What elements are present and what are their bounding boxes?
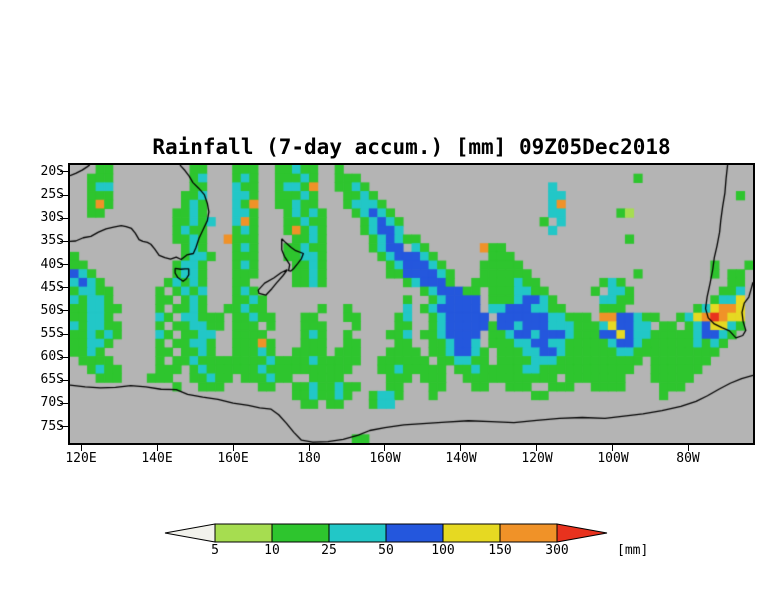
lon-tick-label: 180 <box>297 451 321 466</box>
lat-tick-mark <box>60 310 68 312</box>
colorbar-segment <box>271 523 330 543</box>
lon-tick-mark <box>308 445 310 451</box>
lat-tick-mark <box>60 333 68 335</box>
colorbar-segment <box>499 523 558 543</box>
lat-tick-label: 60S <box>40 349 64 364</box>
lon-tick-mark <box>156 445 158 451</box>
lon-tick-mark <box>232 445 234 451</box>
lon-tick-mark <box>80 445 82 451</box>
lat-tick-label: 70S <box>40 395 64 410</box>
colorbar <box>163 523 609 543</box>
colorbar-tick-label: 100 <box>431 543 455 558</box>
lon-tick-label: 140W <box>445 451 477 466</box>
colorbar-above-max-arrow <box>556 523 608 543</box>
lon-tick-label: 120E <box>65 451 97 466</box>
lat-tick-label: 40S <box>40 257 64 272</box>
lat-tick-mark <box>60 403 68 405</box>
colorbar-graphic <box>164 523 608 543</box>
lon-tick-mark <box>612 445 614 451</box>
rainfall-map-canvas <box>70 165 753 443</box>
lat-tick-label: 30S <box>40 210 64 225</box>
lat-tick-label: 20S <box>40 164 64 179</box>
lat-tick-label: 35S <box>40 233 64 248</box>
lon-tick-label: 140E <box>141 451 173 466</box>
colorbar-below-min-arrow <box>164 523 216 543</box>
colorbar-segment <box>328 523 387 543</box>
lat-tick-mark <box>60 171 68 173</box>
lat-tick-label: 65S <box>40 372 64 387</box>
colorbar-unit-label: [mm] <box>617 543 649 558</box>
colorbar-tick-label: 50 <box>378 543 394 558</box>
colorbar-tick-label: 300 <box>545 543 569 558</box>
lon-tick-label: 160W <box>369 451 401 466</box>
lat-tick-mark <box>60 240 68 242</box>
lat-tick-mark <box>60 264 68 266</box>
colorbar-tick-label: 150 <box>488 543 512 558</box>
map-plot-area <box>68 163 755 445</box>
lat-tick-label: 25S <box>40 187 64 202</box>
colorbar-segment <box>442 523 501 543</box>
lon-tick-label: 80W <box>676 451 700 466</box>
colorbar-tick-label: 5 <box>211 543 219 558</box>
lon-tick-label: 120W <box>521 451 553 466</box>
lat-tick-label: 45S <box>40 280 64 295</box>
lat-tick-mark <box>60 379 68 381</box>
lon-tick-mark <box>460 445 462 451</box>
lat-tick-mark <box>60 194 68 196</box>
colorbar-segment <box>385 523 444 543</box>
lat-tick-label: 75S <box>40 419 64 434</box>
lat-tick-mark <box>60 356 68 358</box>
lat-tick-label: 50S <box>40 303 64 318</box>
lat-tick-mark <box>60 426 68 428</box>
lat-tick-mark <box>60 217 68 219</box>
lon-tick-label: 100W <box>597 451 629 466</box>
colorbar-tick-label: 25 <box>321 543 337 558</box>
colorbar-segment <box>214 523 273 543</box>
lon-tick-label: 160E <box>217 451 249 466</box>
lat-tick-mark <box>60 287 68 289</box>
colorbar-tick-label: 10 <box>264 543 280 558</box>
lon-tick-mark <box>384 445 386 451</box>
lon-tick-mark <box>536 445 538 451</box>
lat-tick-label: 55S <box>40 326 64 341</box>
lon-tick-mark <box>687 445 689 451</box>
chart-title: Rainfall (7-day accum.) [mm] 09Z05Dec201… <box>152 135 671 159</box>
